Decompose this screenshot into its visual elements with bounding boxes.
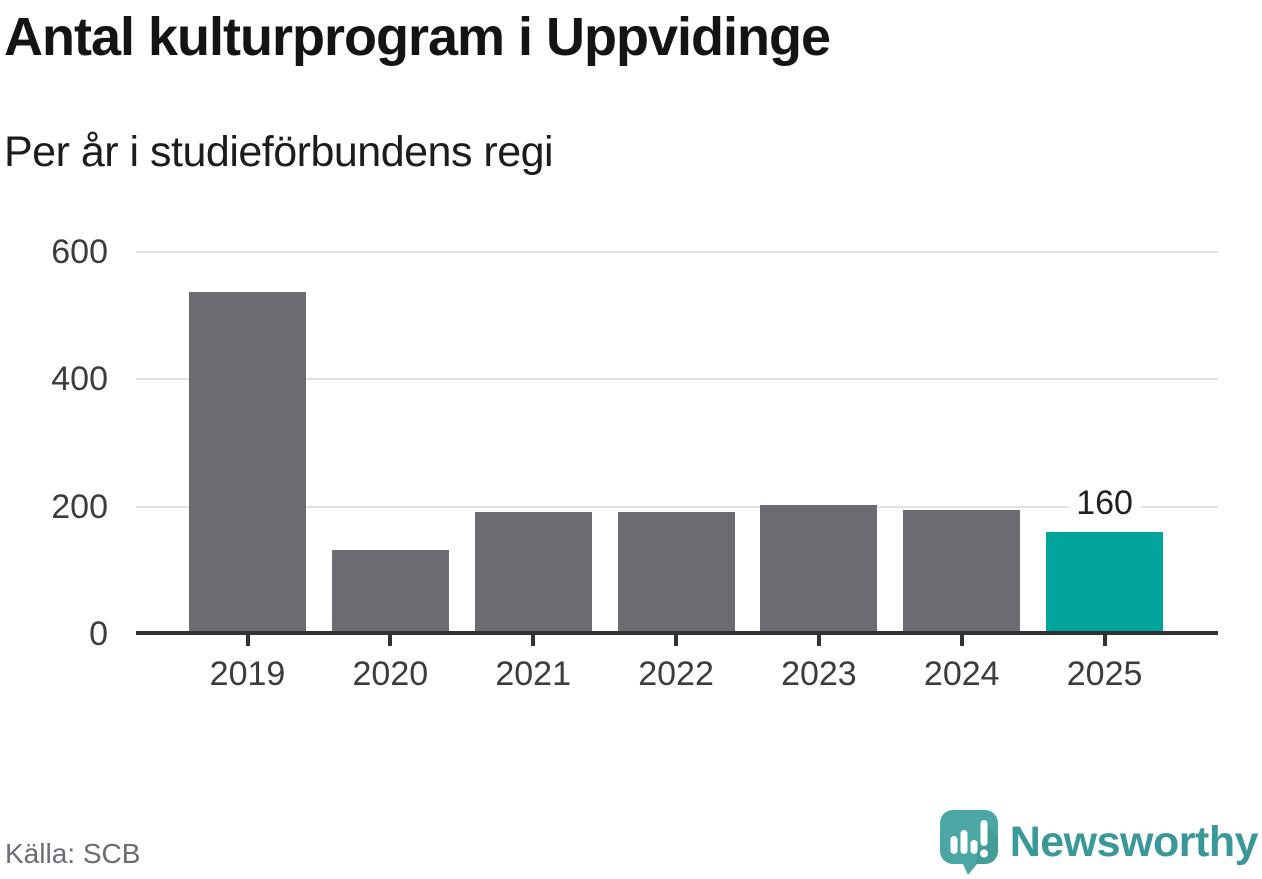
gridline-400 xyxy=(136,378,1218,381)
bar-2025 xyxy=(1046,532,1164,634)
newsworthy-logo-icon xyxy=(939,810,998,875)
logo-barchart-glyph xyxy=(950,820,988,858)
value-label-2025: 160 xyxy=(1068,484,1141,523)
x-axis-tick-label-2023: 2023 xyxy=(781,655,857,693)
x-axis-tick-2019 xyxy=(245,635,250,646)
y-axis-tick-label-200: 200 xyxy=(51,487,108,526)
x-axis-tick-2020 xyxy=(388,635,393,646)
newsworthy-wordmark: Newsworthy xyxy=(1009,817,1259,866)
y-axis-tick-label-400: 400 xyxy=(51,360,108,399)
x-axis-tick-2025 xyxy=(1102,635,1107,646)
bar-2021 xyxy=(474,511,592,634)
source-text: Källa: SCB xyxy=(5,838,141,869)
newsworthy-brand: Newsworthy xyxy=(938,806,1259,878)
x-axis-tick-2023 xyxy=(816,635,821,646)
y-axis-tick-label-600: 600 xyxy=(51,233,108,271)
bar-2022 xyxy=(617,512,735,634)
x-axis-tick-label-2024: 2024 xyxy=(923,655,1000,693)
y-axis-tick-label-0: 0 xyxy=(89,615,108,653)
x-axis-line xyxy=(136,631,1218,635)
bar-2023 xyxy=(760,504,878,634)
gridline-200 xyxy=(136,505,1218,508)
bar-2024 xyxy=(903,510,1021,634)
x-axis-tick-label-2025: 2025 xyxy=(1066,655,1143,693)
logo-exclamation-dot xyxy=(979,849,988,858)
x-axis-tick-2022 xyxy=(674,635,679,646)
x-axis-tick-label-2022: 2022 xyxy=(638,655,714,693)
x-axis-tick-label-2019: 2019 xyxy=(209,655,286,693)
logo-exclamation-bar xyxy=(980,820,988,846)
x-axis-tick-2024 xyxy=(959,635,964,646)
x-axis-tick-label-2020: 2020 xyxy=(352,655,429,693)
bar-2019 xyxy=(189,292,306,634)
gridline-600 xyxy=(136,251,1218,253)
x-axis-tick-2021 xyxy=(531,635,536,646)
x-axis-tick-label-2021: 2021 xyxy=(495,655,571,693)
chart-subtitle: Per år i studieförbundens regi xyxy=(4,128,554,176)
bar-2020 xyxy=(331,549,449,634)
chart-title: Antal kulturprogram i Uppvidinge xyxy=(4,7,831,67)
